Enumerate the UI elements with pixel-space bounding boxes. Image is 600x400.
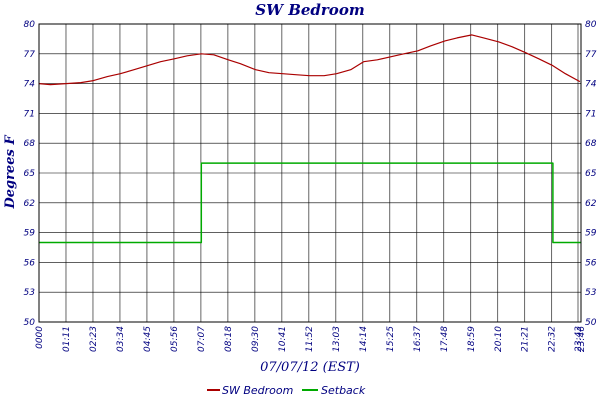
x-tick-label: 16:37	[413, 326, 423, 352]
x-tick-label: 18:59	[467, 326, 477, 352]
y-tick-label-right: 53	[585, 288, 597, 298]
x-tick-label: 10:41	[278, 326, 288, 352]
y-axis-label: Degrees F	[3, 135, 18, 210]
x-tick-label: 23:46	[577, 326, 587, 352]
y-tick-label-right: 74	[585, 80, 597, 90]
y-tick-label-right: 50	[585, 318, 597, 328]
y-tick-label-left: 62	[24, 199, 36, 209]
y-tick-label-left: 56	[24, 258, 36, 268]
y-tick-label-right: 71	[585, 109, 596, 119]
x-tick-label: 01:11	[62, 326, 72, 352]
series-line-setback	[39, 162, 581, 244]
x-tick-label: 21:21	[521, 326, 531, 352]
x-tick-label: 13:03	[332, 326, 342, 352]
series-line-sw-bedroom	[38, 34, 581, 86]
y-tick-label-right: 62	[585, 199, 597, 209]
x-tick-label: 09:30	[251, 326, 261, 352]
series	[38, 34, 581, 244]
y-tick-label-right: 56	[585, 258, 597, 268]
legend-label-setback: Setback	[321, 384, 366, 397]
y-tick-label-right: 80	[585, 20, 597, 30]
y-tick-label-left: 77	[24, 50, 36, 60]
plot-frame	[38, 23, 582, 323]
x-tick-label: 20:10	[494, 326, 504, 352]
x-tick-label: 04:45	[143, 326, 153, 352]
x-tick-label: 08:18	[224, 326, 234, 352]
x-axis-label: 07/07/12 (EST)	[260, 360, 360, 375]
x-tick-label: 15:25	[386, 326, 396, 352]
x-tick-label: 02:23	[89, 326, 99, 352]
y-tick-label-right: 68	[585, 139, 597, 149]
legend: SW Bedroom Setback	[207, 384, 366, 397]
x-tick-label: 17:48	[440, 326, 450, 352]
y-tick-label-left: 71	[24, 109, 35, 119]
y-tick-label-right: 77	[585, 50, 597, 60]
x-tick-label: 05:56	[170, 326, 180, 352]
x-tick-label: 11:52	[305, 326, 315, 352]
y-tick-label-left: 65	[24, 169, 36, 179]
chart-title: SW Bedroom	[255, 1, 364, 19]
y-tick-label-left: 50	[24, 318, 36, 328]
legend-label-sw-bedroom: SW Bedroom	[222, 384, 293, 397]
grid	[38, 23, 581, 323]
y-tick-label-left: 59	[24, 229, 36, 239]
x-tick-label: 22:32	[548, 326, 558, 352]
x-tick-label: 0000	[35, 326, 45, 349]
x-tick-label: 23:43	[574, 326, 584, 352]
y-tick-label-left: 68	[24, 139, 36, 149]
y-tick-label-left: 53	[24, 288, 36, 298]
x-tick-label: 07:07	[197, 326, 207, 352]
y-tick-label-left: 74	[24, 80, 36, 90]
y-tick-label-right: 65	[585, 169, 597, 179]
y-tick-label-left: 80	[24, 20, 36, 30]
x-tick-label: 03:34	[116, 326, 126, 352]
y-tick-label-right: 59	[585, 229, 597, 239]
tick-labels: 50 50 53 53 56 56 59 59 62 62 65 65 68 68 71 71 74 74 77 77…	[24, 20, 597, 352]
x-tick-label: 14:14	[359, 326, 369, 352]
